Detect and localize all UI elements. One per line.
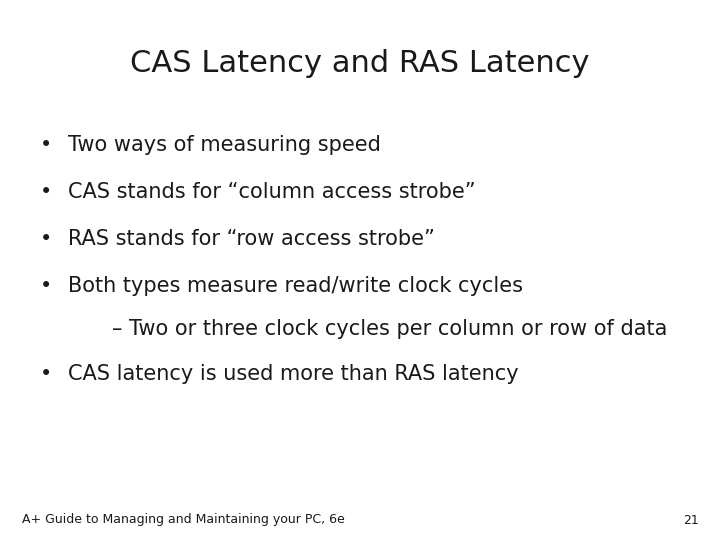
Text: CAS latency is used more than RAS latency: CAS latency is used more than RAS latenc…	[68, 364, 519, 384]
Text: – Two or three clock cycles per column or row of data: – Two or three clock cycles per column o…	[112, 319, 667, 339]
Text: •: •	[40, 182, 52, 202]
Text: RAS stands for “row access strobe”: RAS stands for “row access strobe”	[68, 229, 436, 249]
Text: •: •	[40, 229, 52, 249]
Text: •: •	[40, 135, 52, 155]
Text: CAS stands for “column access strobe”: CAS stands for “column access strobe”	[68, 182, 476, 202]
Text: Two ways of measuring speed: Two ways of measuring speed	[68, 135, 382, 155]
Text: •: •	[40, 364, 52, 384]
Text: CAS Latency and RAS Latency: CAS Latency and RAS Latency	[130, 49, 590, 78]
Text: 21: 21	[683, 514, 698, 526]
Text: A+ Guide to Managing and Maintaining your PC, 6e: A+ Guide to Managing and Maintaining you…	[22, 514, 344, 526]
Text: Both types measure read/write clock cycles: Both types measure read/write clock cycl…	[68, 276, 523, 296]
Text: •: •	[40, 276, 52, 296]
